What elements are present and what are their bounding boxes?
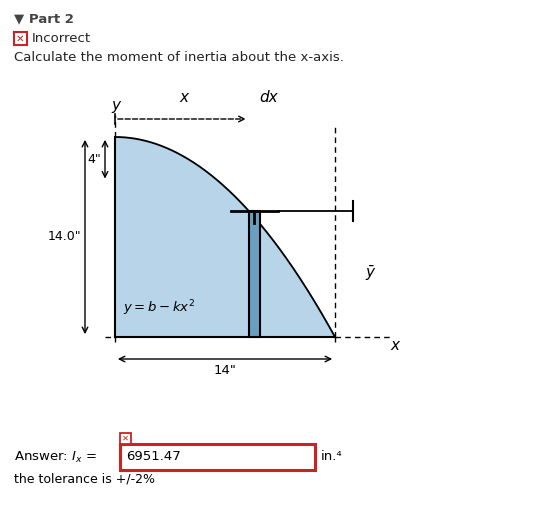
Text: x: x <box>179 90 188 105</box>
Text: Incorrect: Incorrect <box>32 32 91 45</box>
Bar <box>14 32 27 45</box>
Bar <box>120 444 315 470</box>
Text: the tolerance is +/-2%: the tolerance is +/-2% <box>14 472 155 486</box>
Text: ▼ Part 2: ▼ Part 2 <box>14 12 74 25</box>
Bar <box>120 433 131 444</box>
Bar <box>249 211 260 337</box>
Text: Answer: $I_x$ =: Answer: $I_x$ = <box>14 450 97 464</box>
Text: $\bar{y}$: $\bar{y}$ <box>365 264 376 284</box>
Text: x: x <box>390 338 400 353</box>
Text: Calculate the moment of inertia about the x-axis.: Calculate the moment of inertia about th… <box>14 51 344 64</box>
Text: ✕: ✕ <box>122 434 129 443</box>
Text: 4": 4" <box>87 153 101 166</box>
Text: $y = b - kx^2$: $y = b - kx^2$ <box>123 298 195 318</box>
Polygon shape <box>115 137 335 337</box>
Text: 14": 14" <box>214 364 236 377</box>
Text: in.⁴: in.⁴ <box>321 451 342 463</box>
Text: dx: dx <box>259 90 277 105</box>
Text: y: y <box>112 98 121 113</box>
Text: 6951.47: 6951.47 <box>126 451 181 463</box>
Text: ✕: ✕ <box>16 34 25 44</box>
Text: 14.0": 14.0" <box>47 230 81 244</box>
